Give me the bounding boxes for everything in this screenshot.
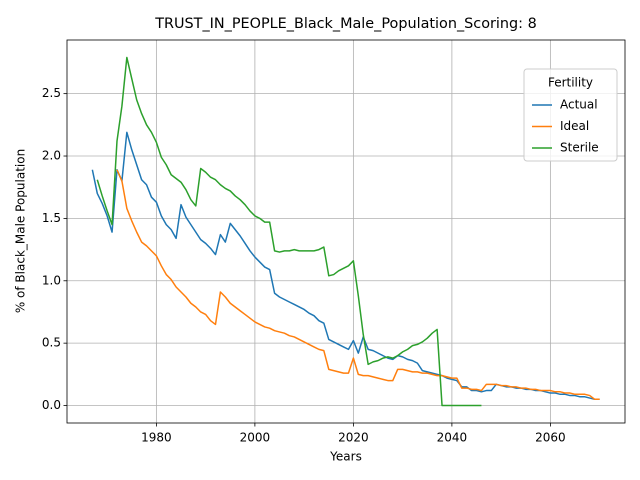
plot-frame (66, 39, 626, 424)
x-axis-label: Years (329, 450, 362, 464)
x-tick-label: 2020 (338, 431, 369, 445)
x-tick-label: 2060 (535, 431, 566, 445)
legend-title: Fertility (548, 76, 593, 90)
x-tick-label: 2040 (437, 431, 468, 445)
y-tick-label: 0.5 (42, 336, 61, 350)
y-tick-label: 2.5 (42, 86, 61, 100)
legend-box (523, 68, 618, 162)
legend-label: Sterile (560, 141, 599, 155)
y-axis-label: % of Black_Male Population (14, 149, 28, 313)
x-tick-label: 1980 (141, 431, 172, 445)
data-line (96, 56, 482, 407)
y-tick-label: 0.0 (42, 398, 61, 412)
chart-title: TRUST_IN_PEOPLE_Black_Male_Population_Sc… (154, 16, 537, 32)
legend-label: Ideal (560, 119, 589, 133)
legend: Fertility Actual Ideal Sterile (523, 68, 618, 162)
x-tick-label: 2000 (240, 431, 271, 445)
y-tick-label: 1.0 (42, 273, 61, 287)
legend-label: Actual (560, 98, 598, 112)
data-line (91, 131, 600, 401)
data-line (116, 169, 600, 401)
y-tick-label: 1.5 (42, 211, 61, 225)
y-tick-label: 2.0 (42, 149, 61, 163)
